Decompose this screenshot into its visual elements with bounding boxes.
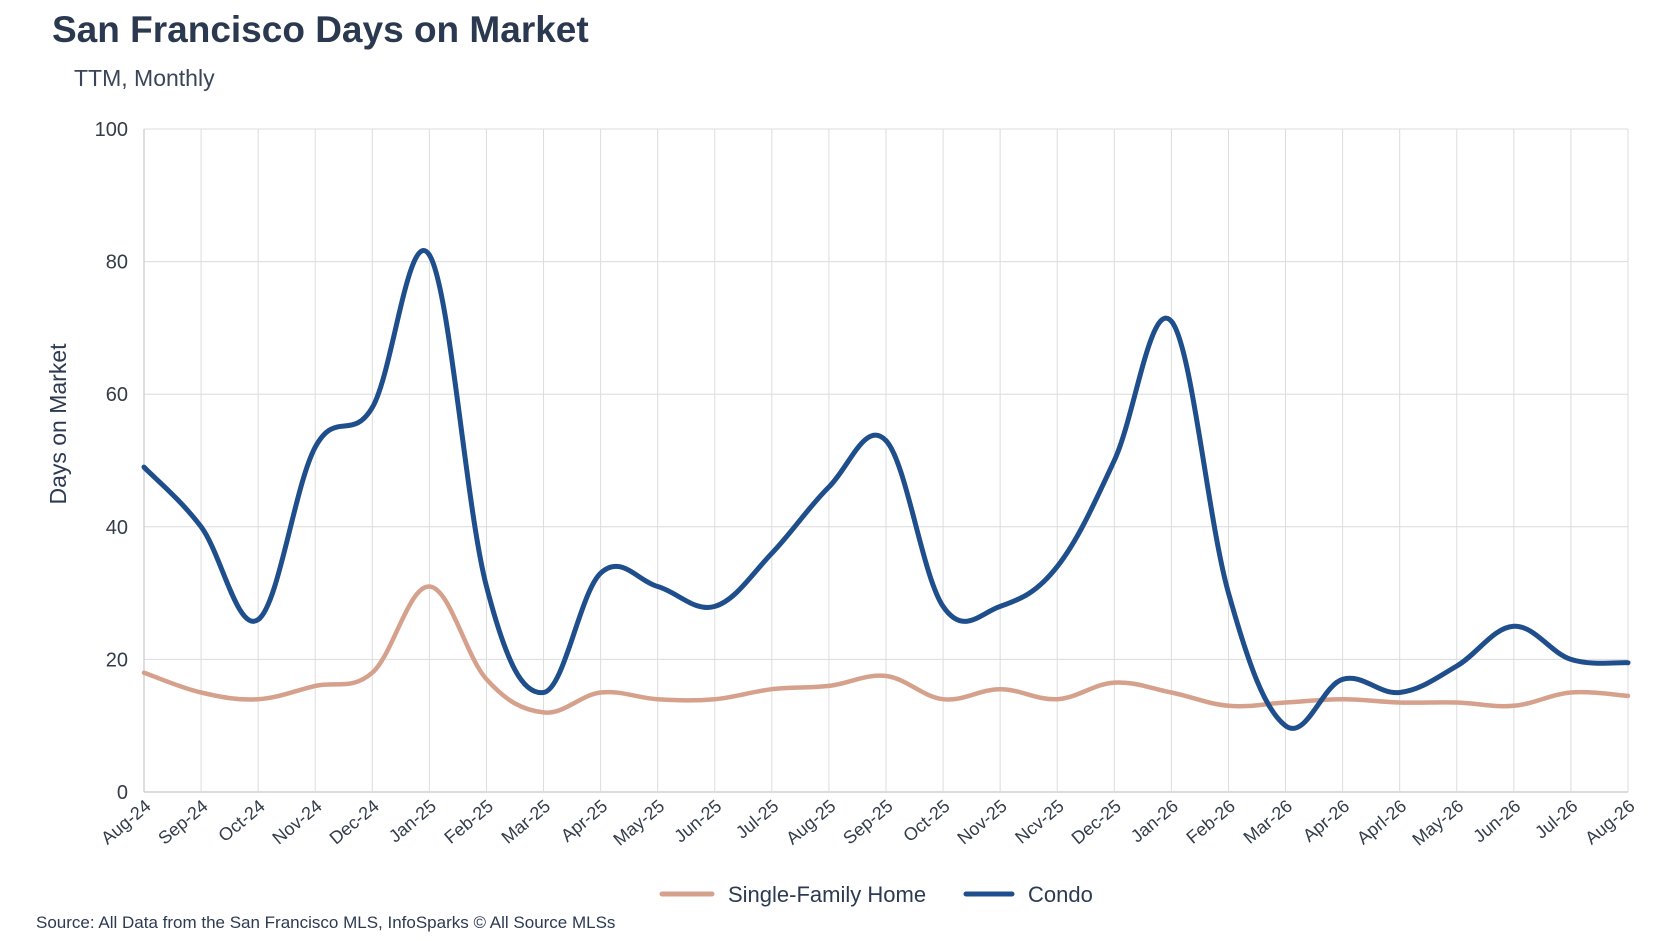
x-tick-label: Jan-26 [1127, 796, 1182, 847]
x-tick-label: Apr-25 [557, 796, 611, 846]
legend-label-single-family: Single-Family Home [728, 882, 926, 907]
x-tick-label: Oct-25 [899, 796, 953, 846]
y-tick-label: 60 [106, 384, 128, 406]
series-line-condo [141, 248, 1631, 731]
x-tick-label: Feb-25 [440, 796, 497, 848]
x-tick-label: Jul-25 [732, 796, 782, 843]
x-tick-label: Aug-26 [1581, 796, 1638, 849]
x-tick-label: Jun-26 [1469, 796, 1524, 847]
y-tick-label: 40 [106, 517, 128, 539]
x-tick-label: Mar-25 [498, 796, 555, 848]
y-tick-label: 0 [117, 782, 128, 804]
y-tick-label: 100 [95, 119, 128, 141]
x-tick-label: Apr-26 [1299, 796, 1353, 846]
series-lines [141, 248, 1631, 731]
x-tick-label: Nov-24 [268, 796, 325, 849]
source-note: Source: All Data from the San Francisco … [36, 913, 615, 932]
x-gridlines [143, 129, 1629, 792]
legend-label-condo: Condo [1028, 882, 1093, 907]
x-tick-label: Jul-26 [1531, 796, 1581, 843]
chart-subtitle: TTM, Monthly [74, 65, 215, 91]
x-tick-label: Dec-25 [1068, 796, 1125, 849]
x-tick-label: Feb-26 [1182, 796, 1239, 848]
x-tick-labels: Aug-24 Sep-24 Oct-24 Nov-24 Dec-24 Jan-25 Feb-… [97, 796, 1638, 850]
x-tick-label: Jan-25 [385, 796, 440, 847]
x-tick-label: Oct-24 [214, 796, 268, 846]
x-tick-label: Sep-25 [839, 796, 896, 849]
series-line-single-family [141, 584, 1631, 715]
y-tick-labels: 0 20 40 60 80 100 [95, 119, 128, 804]
y-axis-label: Days on Market [45, 343, 71, 505]
y-tick-label: 20 [106, 649, 128, 671]
chart-title: San Francisco Days on Market [52, 9, 589, 50]
x-tick-label: May-26 [1408, 796, 1467, 850]
x-tick-label: Ncv-25 [1011, 796, 1068, 848]
x-tick-label: May-25 [609, 796, 668, 850]
x-tick-label: Mar-26 [1240, 796, 1297, 848]
x-tick-label: Aprl-26 [1353, 796, 1410, 849]
y-tick-label: 80 [106, 252, 128, 274]
legend-item-single-family[interactable]: Single-Family Home [659, 882, 926, 907]
x-tick-label: Dec-24 [326, 796, 383, 849]
legend: Single-Family Home Condo [659, 882, 1093, 907]
x-tick-label: Aug-25 [782, 796, 839, 849]
x-tick-label: Sep-24 [154, 796, 211, 849]
x-tick-label: Jun-25 [670, 796, 725, 847]
x-tick-label: Nov-25 [953, 796, 1010, 849]
legend-item-condo[interactable]: Condo [963, 882, 1093, 907]
